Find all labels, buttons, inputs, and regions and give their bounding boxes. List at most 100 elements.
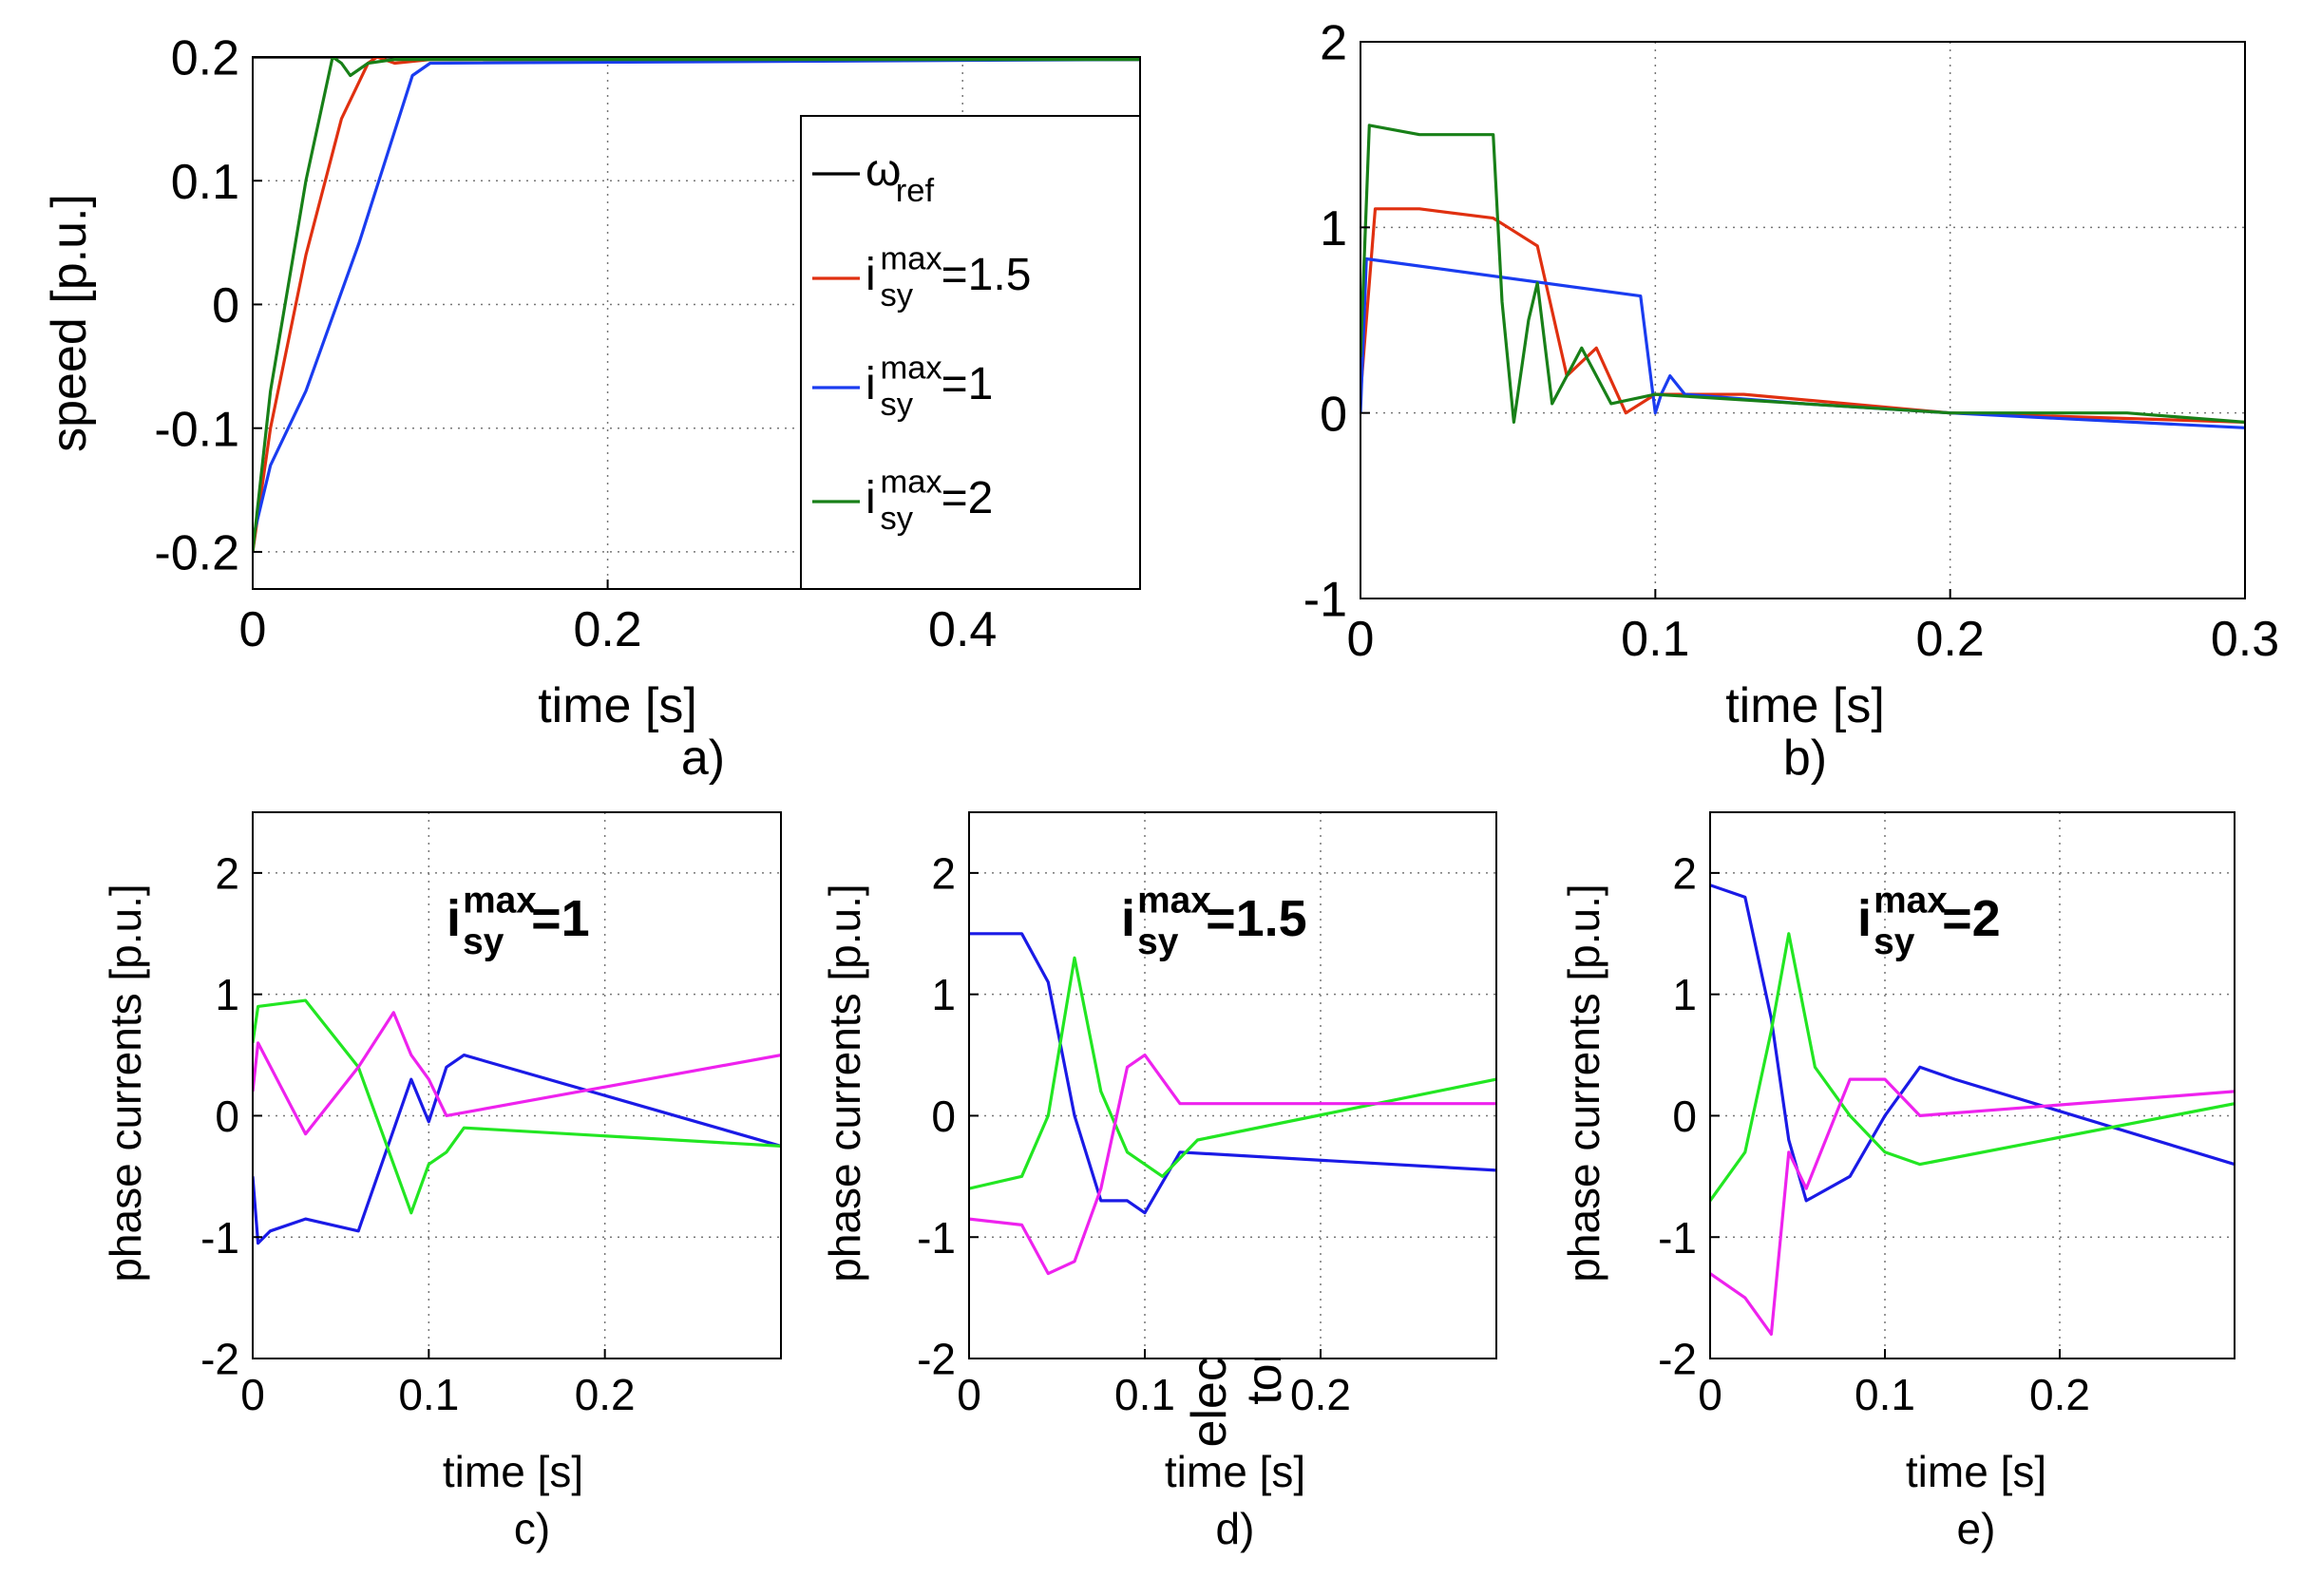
panel-c-ytick-label: -2: [200, 1335, 239, 1384]
panel-c-ytick-label: -1: [200, 1213, 239, 1263]
panel-a-legend-entry-3-sup: max: [880, 464, 942, 500]
panel-a-xtick-label: 0.2: [573, 602, 641, 657]
panel-a-line-3: [253, 57, 1140, 553]
panel-e-caption: e): [1957, 1504, 1996, 1553]
panel-b-ytick-label: 2: [1320, 16, 1347, 71]
panel-e-title-tail: =2: [1942, 890, 2001, 947]
panel-a-legend-entry-1-base: i: [866, 250, 876, 300]
panel-b-xtick-label: 0: [1347, 612, 1375, 667]
panel-a-legend-entry-0-base: ω: [866, 145, 901, 196]
panel-d-xtick-label: 0: [957, 1370, 981, 1419]
panel-e-ytick-label: 2: [1672, 848, 1697, 898]
panel-d-ytick-label: 2: [931, 848, 956, 898]
panel-e-ylabel: phase currents [p.u.]: [1559, 884, 1608, 1282]
panel-e-xtick-label: 0: [1698, 1370, 1722, 1419]
panel-b-series: [1360, 124, 2245, 429]
panel-a-legend-entry-0-sub: ref: [896, 173, 935, 209]
panel-e-series: [1710, 884, 2235, 1336]
panel-a-legend-entry-1-sub: sy: [880, 277, 913, 314]
panel-c-caption: c): [514, 1504, 550, 1553]
panel-c-ytick-label: 2: [215, 848, 239, 898]
panel-a-legend-entry-3-sub: sy: [880, 501, 913, 537]
panel-c-xtick-label: 0: [240, 1370, 265, 1419]
panel-e-line-2: [1710, 1077, 2235, 1336]
panel-b-caption: b): [1783, 731, 1827, 786]
panel-d-ytick-label: 0: [931, 1092, 956, 1141]
panel-e-title-sub: sy: [1874, 922, 1915, 962]
panel-c-axes-frame: [252, 811, 782, 1359]
panel-c: 0 0.1 0.2 -2 -1 0 1 2 time [s] phase currents [p.…: [101, 811, 782, 1553]
panel-c-title-tail: =1: [531, 890, 590, 947]
panel-e-xtick-label: 0.2: [2029, 1370, 2090, 1419]
panel-e-ytick-label: -2: [1658, 1335, 1697, 1384]
panel-b-xtick-label: 0.1: [1621, 612, 1689, 667]
panel-b-plot-area: [1360, 42, 2245, 598]
panel-b-ytick-label: -1: [1303, 573, 1347, 628]
panel-a-ytick-label: -0.1: [154, 402, 239, 457]
panel-d-title-tail: =1.5: [1206, 890, 1307, 947]
panel-d-xlabel: time [s]: [1165, 1447, 1305, 1496]
panel-b-axes-frame: [1360, 41, 2246, 599]
panel-a: 0 0.2 0.4 -0.2 -0.1 0 0.1 0.2 time [s] speed [p.u…: [42, 31, 1141, 786]
panel-a-legend-entry-2-sub: sy: [880, 387, 913, 423]
panel-a-ytick-label: 0.1: [171, 155, 239, 210]
panel-a-line-2: [253, 58, 1140, 541]
panel-d-title-sub: sy: [1137, 922, 1179, 962]
panel-a-legend-entry-1-tail: =1.5: [942, 250, 1032, 300]
panel-a-legend-entry-3-tail: =2: [942, 473, 994, 523]
panel-a-xtick-label: 0.4: [928, 602, 997, 657]
panel-d-ytick-label: 1: [931, 970, 956, 1019]
panel-a-legend-entry-2-base: i: [866, 359, 876, 409]
panel-d-title-sup: max: [1137, 881, 1211, 922]
panel-c-line-0: [253, 1054, 781, 1245]
panel-c-xlabel: time [s]: [443, 1447, 583, 1496]
panel-d-axes-frame: [968, 811, 1497, 1359]
panel-b-ytick-label: 0: [1320, 387, 1347, 442]
panel-c-series: [253, 998, 781, 1245]
panel-a-series: [253, 57, 1140, 553]
panel-d-series: [969, 932, 1496, 1276]
panel-c-ytick-label: 1: [215, 970, 239, 1019]
panel-d-ytick-label: -2: [917, 1335, 956, 1384]
panel-a-xtick-label: 0: [239, 602, 267, 657]
panel-a-ytick-label: 0.2: [171, 31, 239, 86]
panel-e-ytick-label: 1: [1672, 970, 1697, 1019]
panel-b-line-2: [1360, 124, 2245, 424]
panel-a-legend-entry-3-base: i: [866, 473, 876, 523]
panel-a-legend-entry-1-sup: max: [880, 240, 942, 276]
panel-a-ytick-label: -0.2: [154, 526, 239, 581]
panel-e-line-0: [1710, 884, 2235, 1203]
panel-a-ylabel: speed [p.u.]: [42, 194, 97, 452]
panel-b-xlabel: time [s]: [1725, 678, 1885, 733]
panel-c-xtick-label: 0.1: [398, 1370, 459, 1419]
panel-c-ytick-label: 0: [215, 1092, 239, 1141]
panel-e: 0 0.1 0.2 -2 -1 0 1 2 time [s] phase currents [p.…: [1559, 811, 2235, 1553]
panel-d-ylabel: phase currents [p.u.]: [820, 884, 869, 1282]
panel-e-ytick-label: -1: [1658, 1213, 1697, 1263]
panel-a-xlabel: time [s]: [538, 678, 697, 733]
panel-e-axes-frame: [1709, 811, 2235, 1359]
panel-c-title-base: i: [447, 890, 461, 947]
panel-d-caption: d): [1216, 1504, 1255, 1553]
panel-a-caption: a): [681, 731, 725, 786]
panel-d: 0 0.1 0.2 -2 -1 0 1 2 time [s] phase currents [p.…: [820, 811, 1497, 1553]
panel-e-xlabel: time [s]: [1906, 1447, 2046, 1496]
panel-d-ytick-label: -1: [917, 1213, 956, 1263]
panel-d-line-2: [969, 1054, 1496, 1276]
panel-a-ytick-label: 0: [212, 278, 239, 333]
panel-e-title-base: i: [1857, 890, 1872, 947]
panel-d-title-base: i: [1121, 890, 1135, 947]
panel-c-ylabel: phase currents [p.u.]: [101, 884, 150, 1282]
panel-e-xtick-label: 0.1: [1855, 1370, 1915, 1419]
panel-b-ytick-label: 1: [1320, 201, 1347, 256]
panel-e-line-1: [1710, 932, 2235, 1202]
